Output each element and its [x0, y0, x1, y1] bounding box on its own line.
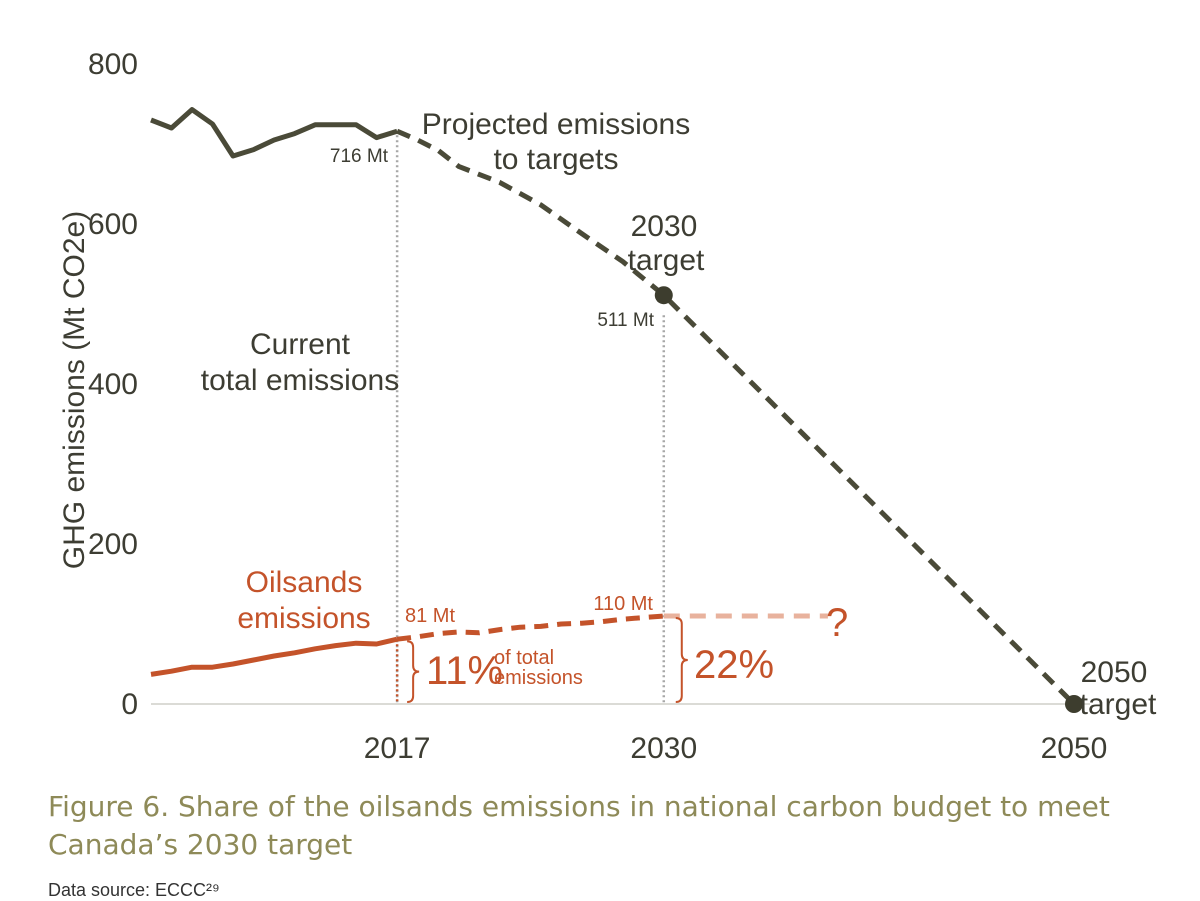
source-note: Data source: ECCC²⁹ [48, 880, 220, 900]
projected-label-line1: Projected emissions [422, 108, 690, 141]
y-tick-800: 800 [88, 48, 138, 81]
brace-2030 [675, 617, 688, 703]
current-label-line2: total emissions [201, 364, 399, 397]
figure-caption: Figure 6. Share of the oilsands emission… [48, 788, 1168, 864]
series-current-total-emissions [150, 107, 398, 159]
question-mark: ? [826, 601, 848, 645]
y-tick-600: 600 [88, 208, 138, 241]
y-tick-0: 0 [121, 688, 138, 721]
brace-2017 [407, 640, 420, 703]
value-110: 110 Mt [593, 593, 653, 615]
y-tick-200: 200 [88, 528, 138, 561]
series-oilsands-emissions [150, 636, 398, 677]
marker-2050-target [1065, 695, 1083, 713]
x-tick-2030: 2030 [630, 732, 697, 765]
value-511: 511 Mt [597, 310, 654, 331]
x-axis-ticks: 2017 2030 2050 [364, 732, 1108, 765]
target-markers [654, 286, 1083, 713]
oilsands-label-line1: Oilsands [246, 566, 363, 599]
y-tick-400: 400 [88, 368, 138, 401]
y-axis-ticks: 0 200 400 600 800 [88, 48, 138, 721]
y-axis-label: GHG emissions (Mt CO2e) [58, 211, 91, 569]
oilsands-label-line2: emissions [237, 602, 370, 635]
marker-2030-target [654, 286, 673, 305]
x-tick-2017: 2017 [364, 732, 431, 765]
target-2050-line2: target [1080, 688, 1157, 721]
percent-2030: 22% [694, 643, 774, 687]
series-projected-emissions-to-targets [396, 128, 1076, 706]
target-2030-line1: 2030 [631, 210, 698, 243]
value-716: 716 Mt [330, 146, 389, 167]
percent-2017-note1: of total [494, 647, 554, 669]
value-81: 81 Mt [405, 605, 455, 627]
target-2030-line2: target [628, 244, 705, 277]
projected-label-line2: to targets [493, 143, 618, 176]
series-group [150, 107, 1076, 706]
emissions-chart: GHG emissions (Mt CO2e) 0 200 400 600 800 20… [58, 48, 1157, 765]
target-2050-line1: 2050 [1081, 656, 1148, 689]
x-tick-2050: 2050 [1041, 732, 1108, 765]
caption-line2: Canada’s 2030 target [48, 828, 353, 861]
caption-line1: Figure 6. Share of the oilsands emission… [48, 790, 1110, 823]
current-label-line1: Current [250, 328, 351, 361]
percent-2017-note2: emissions [494, 667, 583, 689]
percent-2017: 11% [426, 649, 503, 693]
